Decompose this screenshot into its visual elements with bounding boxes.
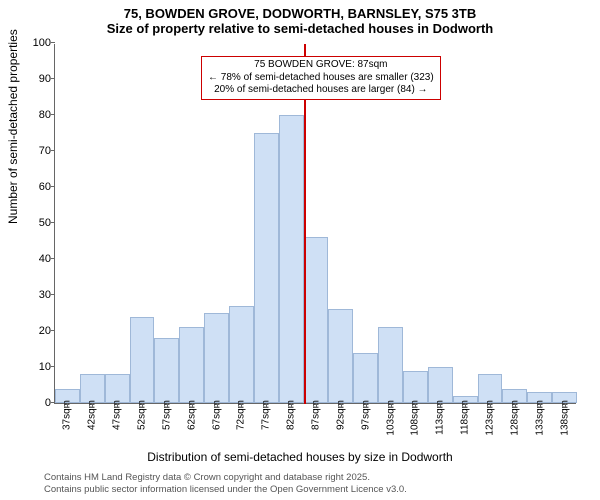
histogram-bar bbox=[204, 313, 229, 403]
histogram-bar bbox=[80, 374, 105, 403]
y-tick-label: 50 bbox=[19, 217, 51, 229]
y-tick-label: 20 bbox=[19, 325, 51, 337]
histogram-bar bbox=[179, 327, 204, 403]
title-line-1: 75, BOWDEN GROVE, DODWORTH, BARNSLEY, S7… bbox=[0, 6, 600, 21]
y-tick-label: 10 bbox=[19, 361, 51, 373]
y-tick-label: 100 bbox=[19, 37, 51, 49]
y-tick-label: 0 bbox=[19, 397, 51, 409]
y-tick-label: 70 bbox=[19, 145, 51, 157]
histogram-bar bbox=[378, 327, 403, 403]
footer-line-2: Contains public sector information licen… bbox=[44, 484, 407, 496]
y-tick-label: 40 bbox=[19, 253, 51, 265]
y-tick-label: 30 bbox=[19, 289, 51, 301]
y-tick-label: 80 bbox=[19, 109, 51, 121]
histogram-bar bbox=[428, 367, 453, 403]
histogram-bar bbox=[154, 338, 179, 403]
annotation-line: 75 BOWDEN GROVE: 87sqm bbox=[208, 59, 434, 72]
histogram-bar bbox=[130, 317, 155, 403]
histogram-bar bbox=[304, 237, 329, 403]
histogram-bar bbox=[229, 306, 254, 403]
histogram-plot: 010203040506070809010037sqm42sqm47sqm52s… bbox=[54, 44, 576, 404]
histogram-bar bbox=[403, 371, 428, 403]
histogram-bar bbox=[478, 374, 503, 403]
annotation-line: 20% of semi-detached houses are larger (… bbox=[208, 84, 434, 97]
histogram-bar bbox=[328, 309, 353, 403]
x-axis-label: Distribution of semi-detached houses by … bbox=[0, 450, 600, 464]
footer-line-1: Contains HM Land Registry data © Crown c… bbox=[44, 472, 407, 484]
histogram-bar bbox=[353, 353, 378, 403]
histogram-bar bbox=[279, 115, 304, 403]
annotation-callout: 75 BOWDEN GROVE: 87sqm← 78% of semi-deta… bbox=[201, 56, 441, 100]
y-axis-label: Number of semi-detached properties bbox=[6, 29, 20, 224]
chart-title: 75, BOWDEN GROVE, DODWORTH, BARNSLEY, S7… bbox=[0, 0, 600, 36]
histogram-bar bbox=[105, 374, 130, 403]
y-tick-label: 90 bbox=[19, 73, 51, 85]
annotation-line: ← 78% of semi-detached houses are smalle… bbox=[208, 72, 434, 85]
title-line-2: Size of property relative to semi-detach… bbox=[0, 21, 600, 36]
y-tick-label: 60 bbox=[19, 181, 51, 193]
attribution-footer: Contains HM Land Registry data © Crown c… bbox=[44, 472, 407, 496]
histogram-bar bbox=[254, 133, 279, 403]
